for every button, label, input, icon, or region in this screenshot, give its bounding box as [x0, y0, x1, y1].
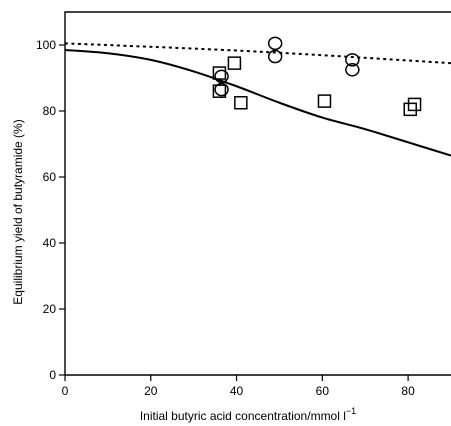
- circle-point: [345, 63, 360, 77]
- x-tick-label: 40: [230, 384, 244, 398]
- circle-point: [267, 36, 283, 51]
- x-tick-label: 20: [144, 384, 158, 398]
- y-tick-label: 40: [43, 236, 57, 250]
- y-tick-label: 20: [43, 302, 57, 316]
- square-point: [227, 56, 242, 70]
- circle-point: [345, 53, 360, 67]
- chart-marks: [65, 36, 451, 157]
- circle-point: [214, 69, 229, 84]
- circle-point: [214, 82, 229, 97]
- square-point: [407, 97, 422, 112]
- axes: 0 20 40 60 80 100 0 20 40 60 80: [36, 11, 451, 398]
- square-point: [234, 96, 248, 110]
- x-tick-label: 0: [62, 384, 69, 398]
- square-point: [403, 102, 418, 117]
- y-tick-label: 60: [43, 170, 57, 184]
- circle-point: [267, 49, 283, 64]
- y-tick-label: 0: [49, 368, 56, 382]
- y-axis-title: Equilibrium yield of butyramide (%): [11, 119, 25, 304]
- x-axis-title-main: Initial butyric acid concentration/mmol …: [140, 409, 346, 423]
- square-point: [212, 84, 227, 98]
- solid-series-line: [65, 48, 451, 157]
- x-tick-label: 80: [401, 384, 415, 398]
- plot-frame: [64, 11, 451, 376]
- dashed-series-line: [65, 42, 451, 65]
- y-tick-label: 100: [36, 38, 56, 52]
- x-tick-label: 60: [316, 384, 330, 398]
- y-tick-label: 80: [43, 104, 57, 118]
- x-axis-title-superscript: −1: [346, 406, 356, 416]
- x-axis-title: Initial butyric acid concentration/mmol …: [140, 406, 356, 423]
- square-point: [317, 94, 332, 108]
